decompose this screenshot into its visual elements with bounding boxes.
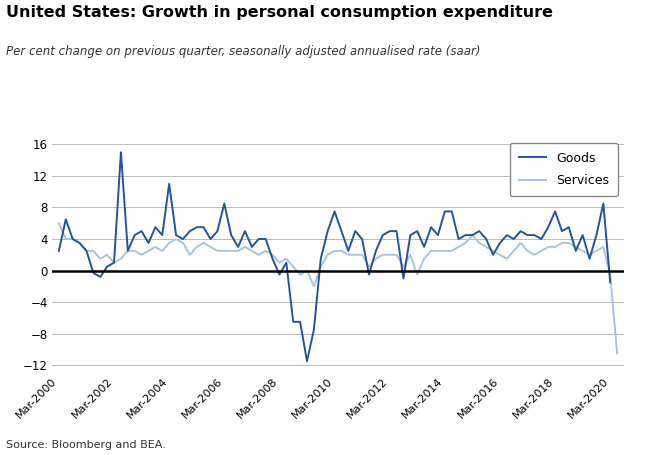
Services	[207, 244, 215, 250]
Goods	[213, 228, 221, 234]
Goods	[207, 236, 215, 242]
Text: Per cent change on previous quarter, seasonally adjusted annualised rate (saar): Per cent change on previous quarter, sea…	[6, 46, 481, 59]
Services	[503, 256, 511, 262]
Goods	[489, 252, 497, 258]
Goods	[186, 228, 194, 234]
Goods	[317, 256, 324, 262]
Services	[317, 264, 324, 269]
Services	[55, 221, 63, 226]
Services	[213, 248, 221, 253]
Services	[489, 248, 497, 253]
Services	[186, 252, 194, 258]
Line: Services: Services	[59, 223, 617, 354]
Text: Source: Bloomberg and BEA.: Source: Bloomberg and BEA.	[6, 440, 166, 450]
Goods	[55, 248, 63, 253]
Services	[613, 351, 621, 356]
Line: Goods: Goods	[59, 152, 610, 361]
Legend: Goods, Services: Goods, Services	[510, 143, 618, 196]
Text: United States: Growth in personal consumption expenditure: United States: Growth in personal consum…	[6, 5, 554, 20]
Goods	[503, 233, 511, 238]
